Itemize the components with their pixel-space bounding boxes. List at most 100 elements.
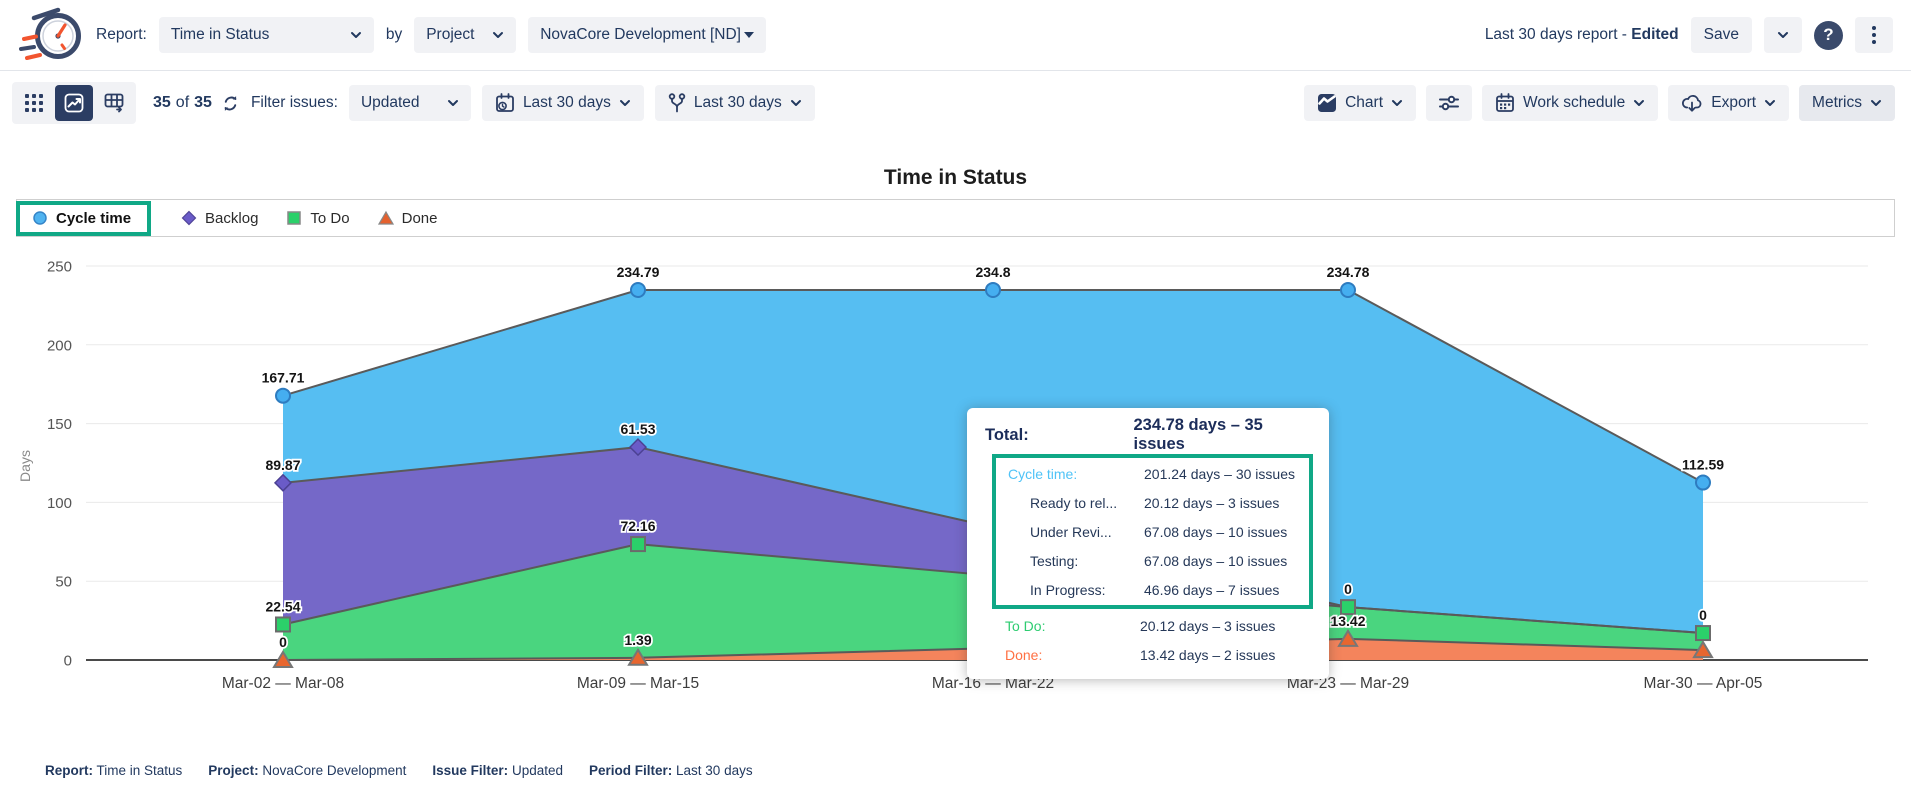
tooltip-row-in-progress: In Progress: 46.96 days – 7 issues (996, 575, 1309, 604)
tooltip-row-label: Testing: (1030, 552, 1079, 569)
backlog-marker (273, 473, 293, 492)
footer-report: Report: Time in Status (45, 763, 183, 778)
save-options-button[interactable] (1764, 17, 1802, 53)
data-label: 112.59 (1682, 457, 1724, 473)
legend-item-done[interactable]: Done (377, 209, 438, 227)
legend-label: To Do (310, 209, 350, 227)
chart-type-button[interactable]: Chart (1304, 85, 1416, 121)
legend-label: Done (401, 209, 438, 227)
data-label: 234.78 (1327, 264, 1370, 280)
to-do-marker-icon (287, 211, 302, 225)
pivot-table-icon (104, 93, 124, 113)
x-tick-label: Mar-02 — Mar-08 (222, 675, 344, 692)
filter-issues-label: Filter issues: (250, 94, 338, 111)
cycle-time-marker (1695, 474, 1711, 491)
chevron-down-icon (1634, 100, 1645, 106)
date-range-button[interactable]: Last 30 days (481, 85, 644, 121)
tooltip-row-label: Done: (1005, 646, 1043, 663)
calendar-clock-icon (496, 93, 514, 112)
to-do-marker (630, 536, 646, 553)
tooltip-row-value: 67.08 days – 10 issues (1144, 523, 1288, 540)
tooltip-row-label: Under Revi... (1030, 523, 1112, 540)
y-tick-label: 250 (47, 259, 72, 276)
chevron-down-icon (790, 100, 801, 106)
footer-period-filter: Period Filter: Last 30 days (589, 763, 753, 778)
x-tick-label: Mar-30 — Apr-05 (1644, 675, 1763, 692)
backlog-marker (628, 438, 648, 457)
legend-item-to-do[interactable]: To Do (286, 209, 350, 227)
line-chart-icon (64, 93, 84, 113)
legend-item-backlog[interactable]: Backlog (181, 210, 258, 227)
work-schedule-button[interactable]: Work schedule (1482, 85, 1659, 121)
chart-view-button[interactable] (55, 85, 93, 121)
to-do-marker (1695, 625, 1711, 642)
tooltip-row-value: 201.24 days – 30 issues (1144, 465, 1295, 482)
chevron-down-icon (1765, 100, 1776, 106)
done-marker (1337, 628, 1359, 647)
chart-legend: Cycle time Backlog To Do Done (16, 199, 1895, 237)
tooltip-row-to-do: To Do: 20.12 days – 3 issues (967, 611, 1329, 640)
to-do-marker (1340, 599, 1356, 616)
report-type-select[interactable]: Time in Status (158, 17, 374, 53)
chevron-down-icon (350, 32, 361, 38)
done-marker (272, 650, 294, 668)
cloud-export-icon (1682, 95, 1702, 112)
data-label: 0 (1344, 581, 1352, 597)
group-by-select[interactable]: Project (414, 17, 517, 53)
data-label: 13.42 (1330, 613, 1365, 629)
report-summary-footer: Report: Time in Status Project: NovaCore… (45, 763, 753, 778)
tooltip-row-label: Cycle time: (1008, 465, 1078, 482)
grid-view-button[interactable] (15, 85, 53, 121)
sprint-range-button[interactable]: Last 30 days (654, 85, 815, 121)
project-select[interactable]: NovaCore Development [ND] (528, 17, 767, 53)
more-menu-button[interactable] (1855, 17, 1893, 53)
branch-filter-icon (668, 93, 686, 113)
tooltip-row-testing: Testing: 67.08 days – 10 issues (996, 546, 1309, 575)
tooltip-row-value: 20.12 days – 3 issues (1144, 494, 1280, 511)
y-axis-title: Days (17, 450, 33, 482)
y-tick-label: 0 (64, 653, 72, 670)
issue-count: 35 of 35 (153, 94, 240, 113)
triangle-down-icon (744, 32, 755, 38)
help-button[interactable]: ? (1814, 20, 1843, 50)
calendar-icon (1496, 93, 1514, 112)
save-button[interactable]: Save (1690, 17, 1752, 53)
data-label: 234.79 (617, 264, 660, 280)
to-do-marker (275, 616, 291, 633)
cycle-time-marker (985, 281, 1001, 298)
x-tick-label: Mar-16 — Mar-22 (932, 675, 1054, 692)
view-switcher (12, 82, 136, 124)
metrics-button[interactable]: Metrics (1799, 85, 1895, 121)
tooltip-extra-rows: To Do: 20.12 days – 3 issues Done: 13.42 da… (967, 611, 1329, 669)
refresh-icon[interactable] (221, 94, 240, 113)
legend-label: Backlog (205, 209, 259, 227)
issue-filter-select[interactable]: Updated (348, 85, 471, 121)
chevron-down-icon (1871, 100, 1881, 106)
app-header: Report: Time in Status by Project NovaCo… (0, 0, 1911, 70)
tooltip-row-value: 13.42 days – 2 issues (1140, 646, 1276, 663)
legend-item-cycle-time[interactable]: Cycle time (16, 200, 152, 236)
backlog-marker-icon (181, 210, 197, 226)
cycle-time-marker (630, 281, 646, 298)
export-button[interactable]: Export (1668, 85, 1790, 121)
tooltip-total-row: Total: 234.78 days – 35 issues (967, 416, 1329, 453)
chevron-down-icon (447, 100, 458, 106)
speedy-clock-logo (19, 7, 81, 60)
tooltip-cycle-time-highlight-box: Cycle time: 201.24 days – 30 issues Ready … (992, 454, 1313, 609)
issue-filter-value: Updated (360, 94, 420, 111)
chart-settings-button[interactable] (1426, 85, 1472, 121)
data-label: 61.53 (620, 421, 655, 437)
tooltip-row-under-revi: Under Revi... 67.08 days – 10 issues (996, 517, 1309, 546)
document-state: Edited (1631, 26, 1679, 43)
tooltip-row-ready-to-rel: Ready to rel... 20.12 days – 3 issues (996, 488, 1309, 517)
data-label: 72.16 (620, 518, 655, 534)
tooltip-row-done: Done: 13.42 days – 2 issues (967, 640, 1329, 669)
y-tick-label: 100 (47, 495, 72, 512)
tooltip-row-label: To Do: (1005, 617, 1046, 634)
tooltip-row-value: 46.96 days – 7 issues (1144, 581, 1280, 598)
done-marker-icon (377, 210, 394, 225)
table-view-button[interactable] (95, 85, 133, 121)
tooltip-total-value: 234.78 days – 35 issues (1133, 416, 1263, 453)
sliders-icon (1439, 95, 1459, 111)
